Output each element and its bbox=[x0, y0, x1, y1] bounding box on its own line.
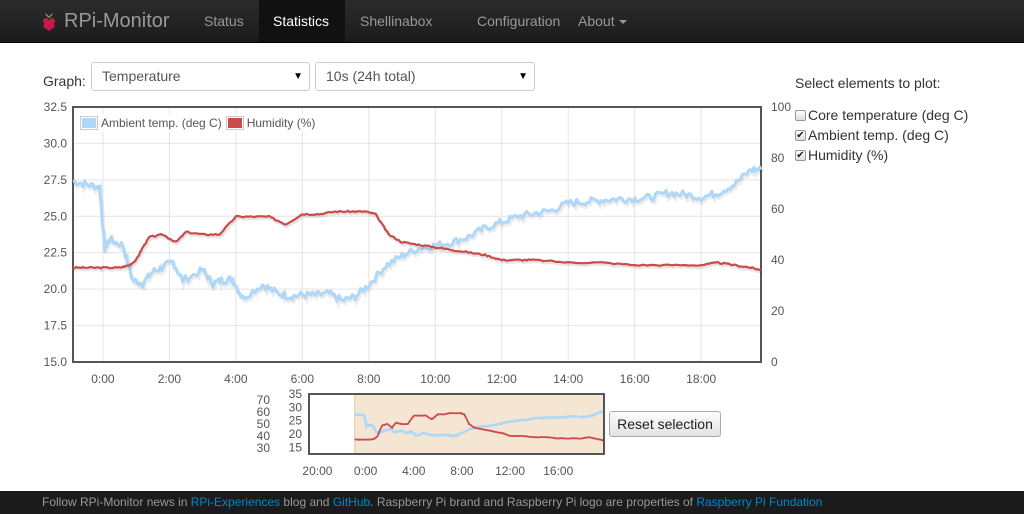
x-tick-label: 6:00 bbox=[291, 372, 315, 386]
overview-y-left-tick: 30 bbox=[257, 441, 271, 455]
overview-x-tick: 0:00 bbox=[354, 464, 378, 478]
x-tick-label: 12:00 bbox=[487, 372, 517, 386]
legend-swatch-temp bbox=[80, 116, 98, 130]
x-tick-label: 4:00 bbox=[224, 372, 248, 386]
overview-y-right-tick: 30 bbox=[289, 400, 303, 414]
overview-x-tick: 20:00 bbox=[302, 464, 332, 478]
overview-y-right-tick: 15 bbox=[289, 440, 303, 454]
footer-text: blog and bbox=[280, 495, 333, 509]
y-left-tick-label: 30.0 bbox=[44, 136, 68, 150]
y-right-tick-label: 20 bbox=[771, 304, 785, 318]
series-humidity-shadow bbox=[74, 213, 762, 272]
overview-selection bbox=[355, 394, 604, 454]
y-right-tick-label: 100 bbox=[771, 100, 791, 114]
overview-y-left-tick: 40 bbox=[257, 429, 271, 443]
overview-y-left-tick: 70 bbox=[257, 393, 271, 407]
plot-border bbox=[73, 107, 761, 362]
footer-link-github[interactable]: GitHub bbox=[333, 495, 370, 509]
y-left-tick-label: 17.5 bbox=[44, 319, 68, 333]
x-tick-label: 0:00 bbox=[91, 372, 115, 386]
series-line-humidity bbox=[73, 211, 761, 270]
y-left-tick-label: 32.5 bbox=[44, 100, 68, 114]
legend-label-temp: Ambient temp. (deg C) bbox=[101, 116, 222, 130]
footer: Follow RPi-Monitor news in RPi-Experienc… bbox=[0, 491, 1024, 514]
legend-swatch-humidity bbox=[226, 116, 244, 130]
chart-legend: Ambient temp. (deg C) Humidity (%) bbox=[78, 114, 317, 132]
footer-text: . Raspberry Pi brand and Raspberry Pi lo… bbox=[370, 495, 696, 509]
y-left-tick-label: 25.0 bbox=[44, 209, 68, 223]
y-right-tick-label: 40 bbox=[771, 253, 785, 267]
overview-y-right-tick: 25 bbox=[289, 414, 303, 428]
charts-canvas: 15.0 17.5 20.0 22.5 25.0 27.5 30.0 32.5 0 20 40 60 8… bbox=[0, 0, 1024, 490]
overview-x-tick: 16:00 bbox=[543, 464, 573, 478]
overview-y-left-tick: 50 bbox=[257, 417, 271, 431]
x-tick-label: 8:00 bbox=[357, 372, 381, 386]
x-tick-label: 10:00 bbox=[420, 372, 450, 386]
y-left-tick-label: 15.0 bbox=[44, 355, 68, 369]
footer-link-raspberry-pi-fundation[interactable]: Raspberry Pi Fundation bbox=[696, 495, 822, 509]
series-temp-shadow bbox=[74, 169, 762, 303]
x-tick-label: 18:00 bbox=[686, 372, 716, 386]
overview-x-tick: 4:00 bbox=[402, 464, 426, 478]
x-tick-label: 14:00 bbox=[553, 372, 583, 386]
series-line-ambient-temp bbox=[73, 167, 761, 301]
y-left-tick-label: 27.5 bbox=[44, 173, 68, 187]
legend-label-humidity: Humidity (%) bbox=[247, 116, 316, 130]
y-right-tick-label: 60 bbox=[771, 202, 785, 216]
overview-x-tick: 8:00 bbox=[450, 464, 474, 478]
overview-x-tick: 12:00 bbox=[495, 464, 525, 478]
x-tick-label: 16:00 bbox=[620, 372, 650, 386]
x-tick-label: 2:00 bbox=[158, 372, 182, 386]
y-left-tick-label: 22.5 bbox=[44, 246, 68, 260]
main-chart[interactable]: 15.0 17.5 20.0 22.5 25.0 27.5 30.0 32.5 0 20 40 60 8… bbox=[44, 100, 792, 386]
y-right-tick-label: 0 bbox=[771, 355, 778, 369]
y-left-tick-label: 20.0 bbox=[44, 282, 68, 296]
overview-y-left-tick: 60 bbox=[257, 405, 271, 419]
reset-selection-button[interactable]: Reset selection bbox=[609, 411, 721, 437]
footer-text: Follow RPi-Monitor news in bbox=[42, 495, 191, 509]
overview-y-right-tick: 20 bbox=[289, 427, 303, 441]
overview-y-right-tick: 35 bbox=[289, 387, 303, 401]
footer-link-rpi-experiences[interactable]: RPi-Experiences bbox=[191, 495, 280, 509]
y-right-tick-label: 80 bbox=[771, 151, 785, 165]
